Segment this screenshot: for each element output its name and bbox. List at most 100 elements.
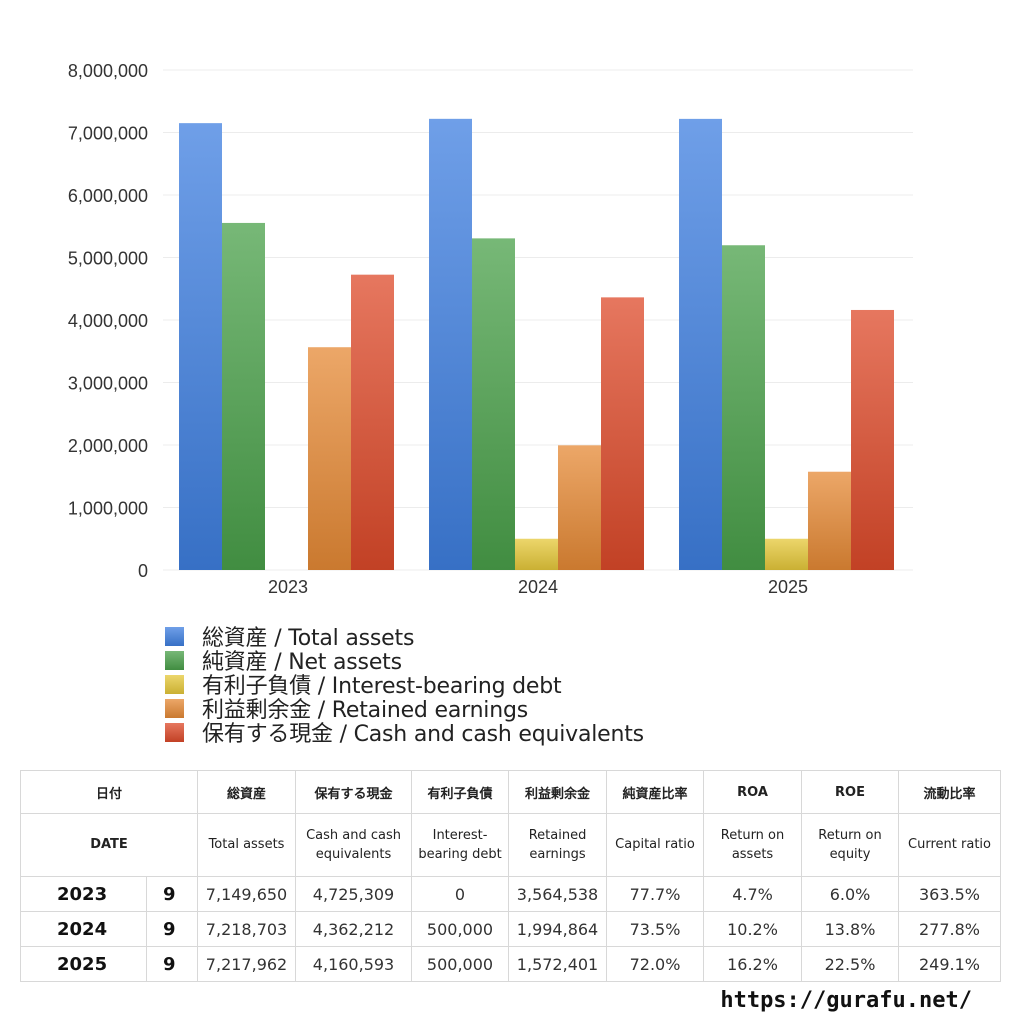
x-tick-label: 2023 xyxy=(268,577,308,597)
row-year: 2023 xyxy=(20,876,147,912)
cell-current-ratio: 249.1% xyxy=(898,946,1002,982)
cell-retained: 1,572,401 xyxy=(508,946,608,982)
header-retained-en: Retained earnings xyxy=(508,813,608,877)
legend: 総資産 / Total assets 純資産 / Net assets 有利子負… xyxy=(165,624,644,747)
legend-label: 利益剰余金 / Retained earnings xyxy=(202,698,528,723)
bar xyxy=(558,445,601,570)
cell-current-ratio: 363.5% xyxy=(898,876,1002,912)
x-tick-label: 2024 xyxy=(518,577,558,597)
cell-total-assets: 7,217,962 xyxy=(197,946,297,982)
header-roa-en: Return on assets xyxy=(703,813,803,877)
table-row: 2023 9 7,149,650 4,725,309 0 3,564,538 7… xyxy=(20,876,1002,912)
header-date-jp: 日付 xyxy=(19,770,199,814)
cell-capital-ratio: 77.7% xyxy=(606,876,705,912)
bar xyxy=(722,245,765,570)
bar xyxy=(222,222,265,570)
header-cash-en: Cash and cash equivalents xyxy=(295,813,413,877)
y-tick-label: 5,000,000 xyxy=(68,249,148,269)
legend-label: 有利子負債 / Interest-bearing debt xyxy=(202,674,562,699)
header-current-ratio-jp: 流動比率 xyxy=(898,770,1002,814)
header-retained-jp: 利益剰余金 xyxy=(508,770,608,814)
source-url[interactable]: https://gurafu.net/ xyxy=(720,988,972,1013)
cell-capital-ratio: 72.0% xyxy=(606,946,705,982)
row-month: 9 xyxy=(145,876,199,912)
bar-chart: 0 1,000,000 2,000,000 3,000,000 4,000,000 5,0… xyxy=(68,61,913,597)
bar xyxy=(351,274,394,570)
table-row: 2025 9 7,217,962 4,160,593 500,000 1,572… xyxy=(20,946,1002,982)
financial-data-table: 日付 総資産 保有する現金 有利子負債 利益剰余金 純資産比率 ROA ROE … xyxy=(19,770,1002,982)
row-year: 2024 xyxy=(20,911,147,947)
bar xyxy=(179,123,222,570)
bar xyxy=(601,297,644,570)
cell-roe: 13.8% xyxy=(801,911,900,947)
cell-debt: 0 xyxy=(411,876,510,912)
cell-capital-ratio: 73.5% xyxy=(606,911,705,947)
legend-label: 純資産 / Net assets xyxy=(202,650,402,675)
y-tick-label: 1,000,000 xyxy=(68,499,148,519)
legend-label: 総資産 / Total assets xyxy=(202,626,415,651)
legend-item: 有利子負債 / Interest-bearing debt xyxy=(165,672,644,699)
legend-swatch xyxy=(165,650,184,670)
cell-roe: 22.5% xyxy=(801,946,900,982)
y-tick-label: 2,000,000 xyxy=(68,436,148,456)
cell-debt: 500,000 xyxy=(411,946,510,982)
header-roe-en: Return on equity xyxy=(801,813,900,877)
y-tick-label: 4,000,000 xyxy=(68,311,148,331)
cell-roe: 6.0% xyxy=(801,876,900,912)
legend-swatch xyxy=(165,698,184,718)
header-roa-jp: ROA xyxy=(703,770,803,814)
y-tick-label: 8,000,000 xyxy=(68,61,148,81)
header-row-jp: 日付 総資産 保有する現金 有利子負債 利益剰余金 純資産比率 ROA ROE … xyxy=(19,770,1002,814)
header-debt-en: Interest-bearing debt xyxy=(411,813,510,877)
bar xyxy=(429,118,472,571)
y-tick-label: 3,000,000 xyxy=(68,374,148,394)
cell-roa: 16.2% xyxy=(703,946,803,982)
legend-label: 保有する現金 / Cash and cash equivalents xyxy=(202,722,644,747)
bar xyxy=(808,471,851,570)
bar xyxy=(765,538,808,570)
cell-roa: 4.7% xyxy=(703,876,803,912)
row-month: 9 xyxy=(145,946,199,982)
legend-swatch xyxy=(165,722,184,742)
header-current-ratio-en: Current ratio xyxy=(898,813,1002,877)
gridlines xyxy=(163,69,913,571)
header-total-assets-jp: 総資産 xyxy=(197,770,297,814)
legend-swatch xyxy=(165,626,184,646)
x-tick-label: 2025 xyxy=(768,577,808,597)
x-axis-ticks: 2023 2024 2025 xyxy=(268,577,808,597)
header-row-en: DATE Total assets Cash and cash equivale… xyxy=(19,813,1002,877)
legend-swatch xyxy=(165,674,184,694)
legend-item: 総資産 / Total assets xyxy=(165,624,644,651)
cell-total-assets: 7,149,650 xyxy=(197,876,297,912)
header-total-assets-en: Total assets xyxy=(197,813,297,877)
legend-item: 利益剰余金 / Retained earnings xyxy=(165,696,644,723)
header-roe-jp: ROE xyxy=(801,770,900,814)
header-cash-jp: 保有する現金 xyxy=(295,770,413,814)
header-date-en: DATE xyxy=(19,813,199,877)
bar xyxy=(679,118,722,570)
y-axis-ticks: 0 1,000,000 2,000,000 3,000,000 4,000,000 5,0… xyxy=(68,61,148,581)
cell-retained: 3,564,538 xyxy=(508,876,608,912)
bar xyxy=(515,538,558,570)
y-tick-label: 6,000,000 xyxy=(68,186,148,206)
cell-retained: 1,994,864 xyxy=(508,911,608,947)
row-month: 9 xyxy=(145,911,199,947)
bars xyxy=(179,118,894,571)
cell-cash: 4,362,212 xyxy=(295,911,413,947)
bar xyxy=(472,238,515,570)
legend-item: 純資産 / Net assets xyxy=(165,648,644,675)
cell-debt: 500,000 xyxy=(411,911,510,947)
row-year: 2025 xyxy=(20,946,147,982)
header-capital-ratio-jp: 純資産比率 xyxy=(606,770,705,814)
cell-cash: 4,160,593 xyxy=(295,946,413,982)
y-tick-label: 0 xyxy=(138,561,148,581)
cell-total-assets: 7,218,703 xyxy=(197,911,297,947)
bar xyxy=(851,309,894,570)
header-capital-ratio-en: Capital ratio xyxy=(606,813,705,877)
y-tick-label: 7,000,000 xyxy=(68,124,148,144)
legend-item: 保有する現金 / Cash and cash equivalents xyxy=(165,720,644,747)
table-row: 2024 9 7,218,703 4,362,212 500,000 1,994… xyxy=(20,911,1002,947)
header-debt-jp: 有利子負債 xyxy=(411,770,510,814)
cell-cash: 4,725,309 xyxy=(295,876,413,912)
cell-roa: 10.2% xyxy=(703,911,803,947)
